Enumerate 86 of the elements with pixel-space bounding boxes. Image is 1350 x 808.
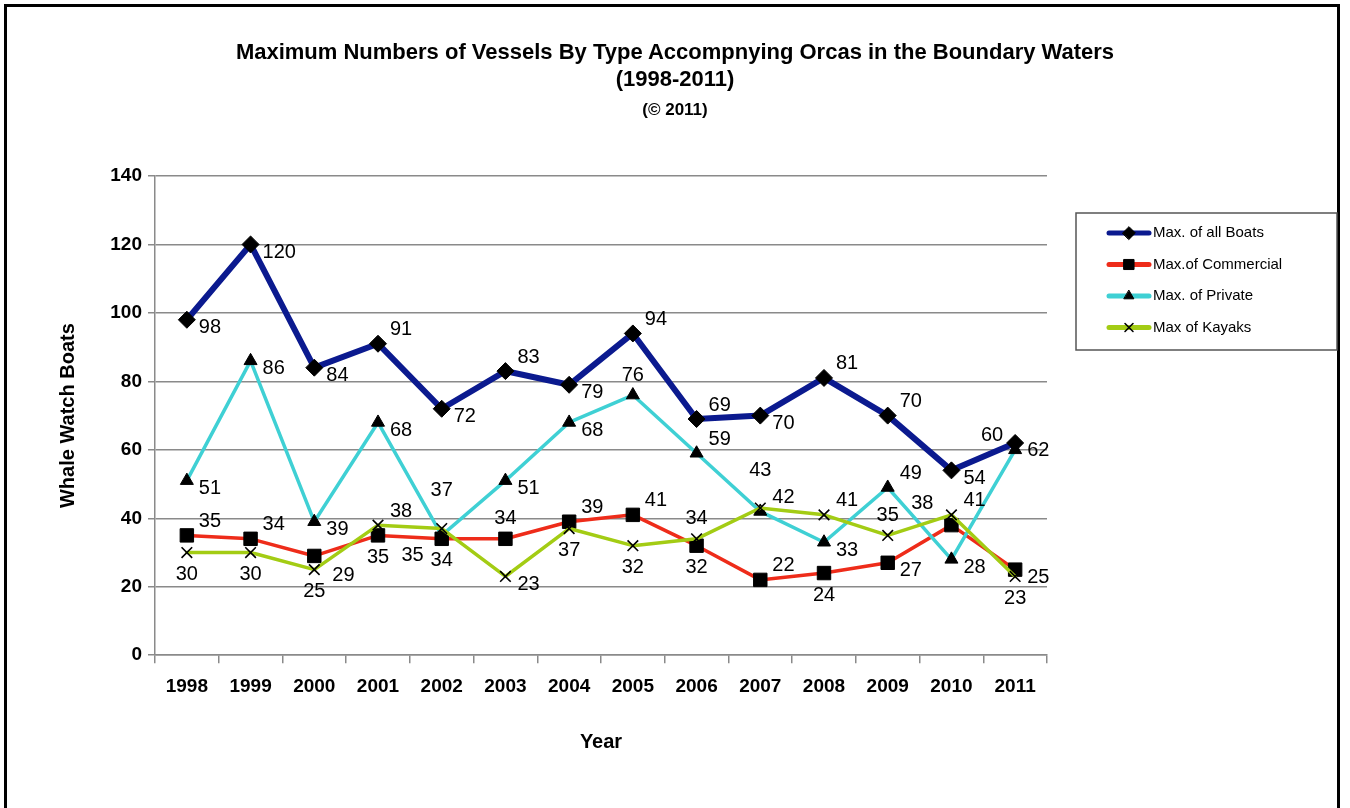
data-label: 59: [708, 426, 731, 449]
data-label: 120: [262, 239, 296, 262]
data-label: 84: [326, 363, 349, 386]
x-tick-label: 2010: [930, 674, 973, 696]
data-label: 39: [581, 495, 604, 518]
data-label: 41: [836, 488, 859, 511]
data-label: 35: [366, 544, 390, 567]
data-label: 41: [963, 488, 986, 511]
data-label: 51: [517, 476, 540, 499]
y-tick-label: 120: [110, 232, 142, 254]
x-tick-label: 2007: [739, 674, 782, 696]
y-tick-label: 40: [120, 506, 142, 528]
data-label: 23: [1004, 585, 1027, 608]
data-label: 69: [708, 392, 731, 415]
data-label: 83: [517, 344, 540, 367]
data-label: 32: [621, 555, 644, 578]
data-label: 81: [836, 351, 859, 374]
data-label: 43: [749, 457, 772, 480]
data-label: 34: [494, 506, 517, 529]
data-label: 70: [772, 411, 795, 434]
data-label: 32: [685, 555, 708, 578]
data-label: 25: [1027, 565, 1050, 588]
data-label: 76: [621, 362, 644, 385]
data-label: 35: [198, 508, 222, 531]
data-label: 54: [963, 465, 986, 488]
data-label: 34: [262, 512, 285, 535]
data-label: 60: [980, 423, 1004, 446]
x-tick-label: 2003: [484, 674, 527, 696]
data-label: 62: [1027, 438, 1050, 461]
data-label: 86: [262, 356, 285, 379]
legend-label: Max.of Commercial: [1153, 254, 1283, 272]
x-tick-label: 2004: [548, 674, 591, 696]
data-label: 38: [390, 498, 413, 521]
data-label: 30: [239, 562, 262, 585]
data-label: 51: [198, 476, 222, 499]
x-tick-label: 1998: [165, 674, 208, 696]
data-label: 24: [812, 582, 836, 605]
y-tick-label: 80: [120, 369, 142, 391]
data-label: 39: [326, 517, 349, 540]
legend-label: Max. of all Boats: [1153, 223, 1264, 241]
x-tick-label: 2011: [994, 674, 1037, 696]
y-tick-label: 100: [110, 301, 142, 323]
data-label: 94: [644, 306, 668, 329]
x-tick-label: 2009: [866, 674, 909, 696]
data-label: 79: [581, 380, 604, 403]
data-label: 23: [517, 571, 540, 594]
data-label: 68: [390, 417, 413, 440]
chart-subtitle: (© 2011): [641, 99, 709, 121]
x-tick-label: 2006: [675, 674, 718, 696]
chart-title: Maximum Numbers of Vessels By Type Accompnying Orcas in the Boundary Waters (1998-2011): [234, 38, 1116, 92]
data-label: 37: [430, 478, 453, 501]
data-label: 35: [876, 502, 899, 525]
data-label: 28: [963, 554, 986, 577]
data-label: 70: [899, 389, 922, 412]
data-label: 34: [430, 548, 453, 571]
y-tick-label: 0: [131, 643, 142, 665]
data-label: 42: [772, 484, 795, 507]
data-label: 41: [644, 488, 668, 511]
data-label: 38: [911, 490, 934, 513]
y-axis-title: Whale Watch Boats: [55, 323, 78, 509]
y-tick-label: 60: [120, 438, 142, 460]
legend-label: Max of Kayaks: [1153, 317, 1252, 335]
x-axis-title: Year: [579, 729, 623, 752]
data-label: 91: [390, 317, 413, 340]
x-tick-label: 1999: [229, 674, 272, 696]
data-label: 98: [198, 315, 222, 338]
x-tick-label: 2002: [420, 674, 463, 696]
data-label: 29: [332, 563, 355, 586]
x-tick-label: 2008: [802, 674, 846, 696]
x-tick-label: 2001: [356, 674, 400, 696]
x-tick-label: 2000: [293, 674, 336, 696]
data-label: 22: [772, 553, 795, 576]
x-tick-label: 2005: [611, 674, 655, 696]
data-label: 72: [453, 404, 476, 427]
data-label: 49: [899, 461, 922, 483]
data-label: 34: [685, 506, 708, 529]
data-label: 33: [836, 537, 859, 560]
data-label: 35: [401, 542, 424, 565]
y-tick-label: 20: [120, 574, 142, 596]
data-label: 30: [175, 562, 198, 585]
data-label: 27: [899, 558, 922, 581]
data-label: 37: [558, 538, 581, 561]
y-tick-label: 140: [110, 164, 142, 186]
legend-label: Max. of Private: [1153, 286, 1254, 304]
data-label: 25: [303, 579, 326, 602]
data-label: 68: [581, 417, 604, 440]
